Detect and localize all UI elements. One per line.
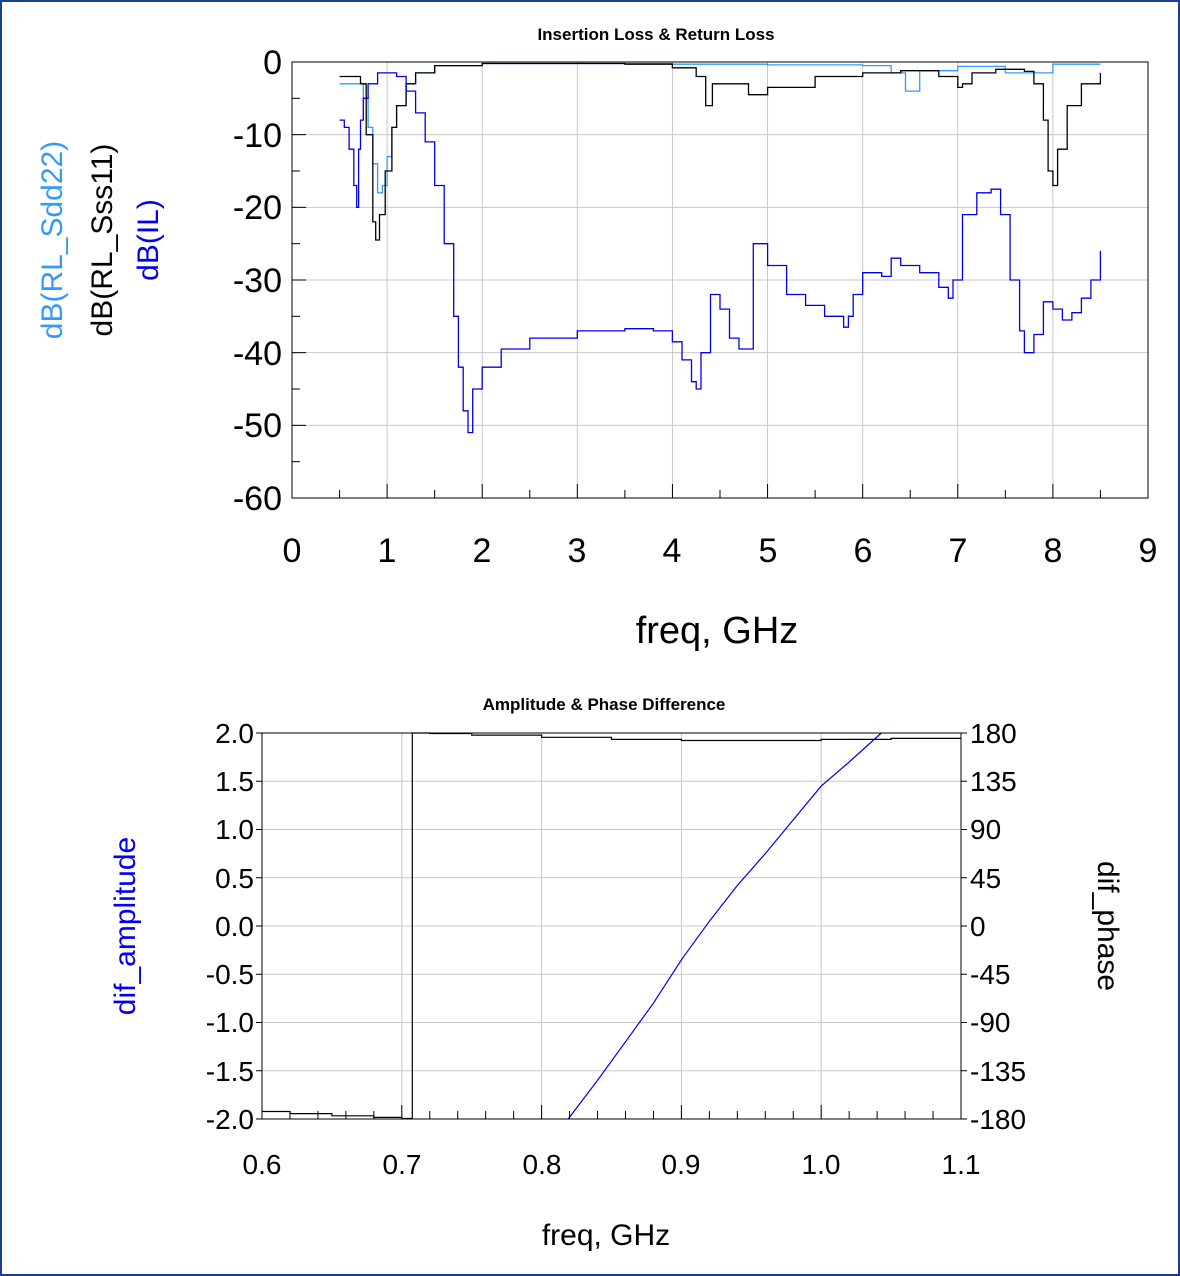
chart1-ticks (291, 61, 1149, 499)
y-right-tick-label: -135 (970, 1056, 1026, 1087)
y-tick-label: -20 (233, 189, 282, 227)
y-right-tick-label: -45 (970, 959, 1010, 990)
y-tick-label: -40 (233, 335, 282, 373)
chart2-x-axis-label: freq, GHz (542, 1219, 670, 1252)
y-left-tick-label: 0.0 (215, 911, 254, 942)
x-tick-label: 4 (663, 532, 682, 570)
x-tick-label: 6 (854, 532, 873, 570)
chart2-y-right-tick-labels: 180 135 90 45 0 -45 -90 -135 -180 (970, 718, 1026, 1135)
chart2-title: Amplitude & Phase Difference (483, 695, 726, 714)
y-right-tick-label: 45 (970, 863, 1001, 894)
chart1-title: Insertion Loss & Return Loss (537, 25, 774, 44)
chart-amplitude-phase-difference: Amplitude & Phase Difference 0.6 0.7 0.8… (109, 695, 1124, 1252)
y-label-rl-sdd22: dB(RL_Sdd22) (36, 141, 69, 339)
chart1-x-axis-label: freq, GHz (636, 610, 799, 652)
y-tick-label: -60 (233, 480, 282, 518)
y-tick-label: 0 (263, 44, 282, 82)
series-dif-amplitude-line (567, 732, 882, 1120)
chart1-x-tick-labels: 0 1 2 3 4 5 6 7 8 9 (283, 532, 1158, 570)
x-tick-label: 7 (949, 532, 968, 570)
series-il-line (339, 72, 1102, 434)
chart2-y-left-tick-labels: 2.0 1.5 1.0 0.5 0.0 -0.5 -1.0 -1.5 -2.0 (206, 718, 254, 1135)
x-tick-label: 0.8 (523, 1149, 562, 1180)
x-tick-label: 3 (568, 532, 587, 570)
y-left-tick-label: -1.0 (206, 1007, 254, 1038)
chart2-y-right-axis-label: dif_phase (1091, 861, 1124, 991)
y-left-tick-label: -2.0 (206, 1104, 254, 1135)
y-tick-label: -30 (233, 262, 282, 300)
series-rl-sss11-line (339, 62, 1102, 241)
y-label-il: dB(IL) (132, 199, 165, 281)
x-tick-label: 0.9 (662, 1149, 701, 1180)
chart1-series (339, 62, 1102, 434)
x-tick-label: 5 (759, 532, 778, 570)
y-right-tick-label: 180 (970, 718, 1017, 749)
y-left-tick-label: 2.0 (215, 718, 254, 749)
x-tick-label: 0 (283, 532, 302, 570)
y-tick-label: -50 (233, 407, 282, 445)
x-tick-label: 1 (378, 532, 397, 570)
y-left-tick-label: 0.5 (215, 863, 254, 894)
chart1-y-tick-labels: 0 -10 -20 -30 -40 -50 -60 (233, 44, 282, 518)
y-left-tick-label: -0.5 (206, 959, 254, 990)
x-tick-label: 1.0 (802, 1149, 841, 1180)
y-right-tick-label: 0 (970, 911, 986, 942)
y-tick-label: -10 (233, 117, 282, 155)
x-tick-label: 1.1 (942, 1149, 981, 1180)
chart-insertion-return-loss: Insertion Loss & Return Loss 0 1 2 3 4 5… (36, 25, 1157, 652)
x-tick-label: 9 (1139, 532, 1158, 570)
y-left-tick-label: -1.5 (206, 1056, 254, 1087)
y-right-tick-label: 90 (970, 814, 1001, 845)
y-right-tick-label: -180 (970, 1104, 1026, 1135)
x-tick-label: 2 (473, 532, 492, 570)
chart2-ticks (256, 732, 967, 1120)
y-right-tick-label: 135 (970, 766, 1017, 797)
y-label-rl-sss11: dB(RL_Sss11) (86, 144, 119, 337)
y-right-tick-label: -90 (970, 1007, 1010, 1038)
series-rl-sdd22-line (339, 62, 1101, 194)
x-tick-label: 0.6 (243, 1149, 282, 1180)
x-tick-label: 8 (1044, 532, 1063, 570)
y-left-tick-label: 1.5 (215, 766, 254, 797)
x-tick-label: 0.7 (383, 1149, 422, 1180)
y-left-tick-label: 1.0 (215, 814, 254, 845)
chart2-x-tick-labels: 0.6 0.7 0.8 0.9 1.0 1.1 (243, 1149, 981, 1180)
chart2-y-left-axis-label: dif_amplitude (109, 837, 142, 1015)
